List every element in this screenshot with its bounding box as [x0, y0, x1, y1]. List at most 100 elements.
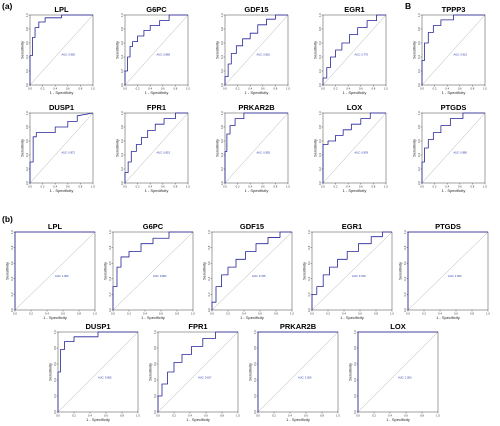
x-tick-label: 0.6: [458, 184, 462, 188]
y-axis-label: Sensitivity: [302, 262, 307, 280]
x-tick-label: 0.4: [242, 311, 246, 315]
plot-frame: [124, 112, 189, 184]
y-axis-label: Sensitivity: [5, 262, 10, 280]
plot-title: G6PC: [143, 222, 164, 231]
y-tick-label: 0.4: [108, 276, 112, 280]
roc-curve: [311, 231, 392, 310]
plot-title: GDF15: [240, 222, 264, 231]
x-tick-label: 0.2: [72, 413, 76, 417]
y-tick-label: 0.6: [403, 261, 407, 265]
x-axis-label: 1 - Specificity: [50, 90, 74, 95]
y-tick-label: 0.8: [120, 27, 124, 31]
x-tick-label: 1.0: [290, 311, 294, 315]
diagonal-reference-line: [124, 14, 189, 86]
y-axis-label: Sensitivity: [313, 41, 318, 59]
y-axis-label: Sensitivity: [202, 262, 207, 280]
x-tick-label: 0.4: [438, 311, 442, 315]
diagonal-reference-line: [407, 231, 489, 311]
x-tick-label: 0.0: [321, 86, 325, 90]
x-tick-label: 0.8: [274, 311, 278, 315]
x-tick-label: 1.0: [91, 86, 95, 90]
y-tick-label: 0.8: [120, 125, 124, 129]
x-tick-label: 1.0: [186, 86, 190, 90]
x-tick-label: 0.8: [470, 86, 474, 90]
roc-curve: [14, 231, 95, 310]
x-tick-label: 1.0: [236, 413, 240, 417]
y-tick-label: 0.8: [10, 245, 14, 249]
y-tick-label: 0.6: [220, 41, 224, 45]
x-tick-label: 0.2: [433, 184, 437, 188]
x-tick-label: 0.6: [454, 311, 458, 315]
y-tick-label: 0.8: [417, 125, 421, 129]
plot-frame: [112, 231, 194, 311]
y-tick-label: 0.2: [417, 69, 421, 73]
x-tick-label: 1.0: [286, 184, 290, 188]
x-tick-label: 0.6: [61, 311, 65, 315]
roc-curve: [322, 112, 386, 183]
x-tick-label: 0.8: [173, 86, 177, 90]
x-axis-label: 1 - Specificity: [343, 90, 367, 95]
plot-title: PTGDS: [441, 103, 467, 112]
plot-frame: [311, 231, 393, 311]
x-tick-label: 0.4: [53, 86, 57, 90]
x-tick-label: 1.0: [136, 413, 140, 417]
auc-label: AUC: 0.956: [62, 53, 76, 57]
diagonal-reference-line: [211, 231, 293, 311]
y-tick-label: 1.0: [220, 13, 224, 17]
y-tick-label: 1.0: [318, 13, 322, 17]
x-tick-label: 0.4: [445, 184, 449, 188]
auc-label: AUC: 0.863: [153, 274, 167, 278]
y-axis-label: Sensitivity: [148, 363, 153, 381]
x-tick-label: 0.4: [148, 86, 152, 90]
auc-label: AUC: 0.810: [257, 53, 271, 57]
y-tick-label: 1.0: [207, 230, 211, 234]
y-tick-label: 0.2: [318, 167, 322, 171]
x-tick-label: 0.0: [210, 311, 214, 315]
y-tick-label: 0.0: [353, 410, 357, 414]
x-tick-label: 0.2: [334, 184, 338, 188]
x-tick-label: 1.0: [384, 184, 388, 188]
auc-label: AUC: 0.872: [62, 151, 76, 155]
y-axis-label: Sensitivity: [115, 41, 120, 59]
x-tick-label: 0.2: [372, 413, 376, 417]
roc-curve: [421, 14, 485, 85]
roc-curve: [29, 112, 94, 183]
x-tick-label: 0.2: [41, 184, 45, 188]
roc-curve: [124, 14, 188, 85]
x-axis-label: 1 - Specificity: [436, 315, 460, 320]
y-tick-label: 0.4: [318, 55, 322, 59]
diagonal-reference-line: [224, 14, 289, 86]
roc-plot-a-prkar2b: PRKAR2B0.00.00.20.20.40.40.60.60.80.81.0…: [215, 103, 291, 193]
y-tick-label: 0.2: [108, 292, 112, 296]
x-tick-label: 0.6: [261, 86, 265, 90]
y-tick-label: 0.8: [318, 27, 322, 31]
y-tick-label: 0.2: [307, 292, 311, 296]
plot-title: DUSP1: [85, 322, 110, 331]
plot-title: EGR1: [344, 5, 364, 14]
diagonal-reference-line: [224, 112, 289, 184]
y-tick-label: 0.6: [253, 362, 257, 366]
y-tick-label: 0.6: [25, 41, 29, 45]
y-tick-label: 0.8: [417, 27, 421, 31]
y-tick-label: 0.4: [120, 153, 124, 157]
y-tick-label: 0.4: [220, 55, 224, 59]
y-tick-label: 1.0: [108, 230, 112, 234]
x-tick-label: 0.4: [45, 311, 49, 315]
diagonal-reference-line: [421, 112, 486, 184]
roc-curve: [224, 14, 288, 85]
x-tick-label: 0.8: [470, 184, 474, 188]
panel-a-label: (a): [2, 1, 13, 11]
x-axis-label: 1 - Specificity: [442, 188, 466, 193]
x-tick-label: 0.0: [13, 311, 17, 315]
x-tick-label: 0.6: [359, 86, 363, 90]
x-tick-label: 0.0: [310, 311, 314, 315]
x-axis-label: 1 - Specificity: [245, 188, 269, 193]
roc-plot-b-g6pc: G6PC0.00.00.20.20.40.40.60.60.80.81.01.0…: [103, 222, 196, 320]
x-tick-label: 0.2: [334, 86, 338, 90]
inset-label: B: [405, 1, 411, 11]
y-tick-label: 0.2: [10, 292, 14, 296]
x-tick-label: 1.0: [436, 413, 440, 417]
x-tick-label: 0.0: [223, 86, 227, 90]
y-tick-label: 0.6: [318, 41, 322, 45]
y-tick-label: 0.6: [153, 362, 157, 366]
